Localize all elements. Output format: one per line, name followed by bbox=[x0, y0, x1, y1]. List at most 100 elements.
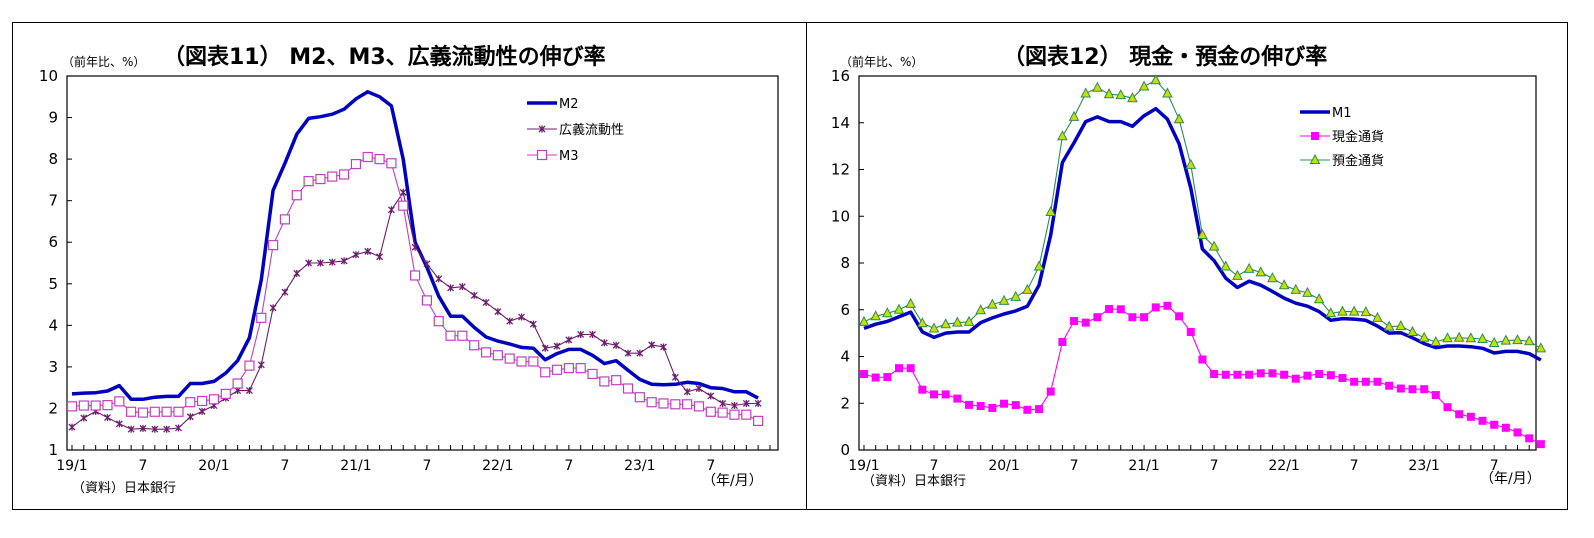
chart-12-data-point bbox=[1525, 434, 1534, 443]
chart-12-data-point bbox=[976, 402, 985, 411]
chart-12-data-point bbox=[1057, 130, 1068, 141]
chart-11-data-point bbox=[553, 342, 561, 350]
chart-12-data-point bbox=[1278, 279, 1290, 290]
chart-11-legend-label: M3 bbox=[559, 149, 579, 164]
chart-11-x-unit: （年/月） bbox=[702, 473, 763, 489]
chart-11-data-point bbox=[469, 340, 480, 351]
chart-12-data-point bbox=[1175, 312, 1184, 321]
chart-12-data-point bbox=[917, 317, 928, 328]
chart-12-data-point bbox=[1326, 371, 1335, 380]
chart-11-data-point bbox=[528, 356, 539, 367]
chart-12-data-point bbox=[1512, 334, 1523, 345]
chart-11-data-point bbox=[682, 399, 693, 410]
chart-11-y-tick-label: 7 bbox=[48, 192, 58, 210]
chart-11-data-point bbox=[139, 424, 147, 432]
chart-11-title: （図表11） M2、M3、広義流動性の伸び率 bbox=[163, 44, 606, 70]
chart-12-data-point bbox=[1431, 391, 1440, 400]
chart-12-x-tick-label: 20/1 bbox=[988, 458, 1019, 474]
chart-12-data-point bbox=[1268, 369, 1277, 378]
chart-11-data-point bbox=[386, 158, 397, 169]
chart-12-data-point bbox=[1407, 325, 1418, 336]
chart-11-data-point bbox=[257, 361, 265, 369]
chart-11-data-point bbox=[90, 400, 101, 411]
chart-11-data-point bbox=[398, 200, 409, 211]
chart-12-legend-label: M1 bbox=[1332, 106, 1352, 121]
chart-12-data-point bbox=[998, 294, 1010, 305]
chart-11-data-point bbox=[364, 247, 372, 255]
chart-11-data-point bbox=[648, 341, 656, 349]
chart-12-data-point bbox=[1011, 401, 1020, 410]
chart-11-data-point bbox=[660, 343, 667, 351]
chart-12-data-point bbox=[1513, 428, 1522, 437]
chart-11-y-unit: （前年比、%） bbox=[62, 54, 145, 69]
chart-12-data-point bbox=[1348, 305, 1360, 316]
chart-12-data-point bbox=[860, 370, 868, 379]
chart-12-data-point bbox=[1068, 110, 1080, 121]
chart-12-data-point bbox=[1337, 305, 1348, 316]
chart-11-data-point bbox=[719, 399, 727, 407]
chart-11-x-tick-label: 7 bbox=[280, 458, 289, 474]
chart-11-y-tick-label: 6 bbox=[48, 233, 58, 251]
chart-11-data-point bbox=[115, 420, 123, 428]
chart-12-data-point bbox=[1220, 260, 1232, 271]
chart-11-data-point bbox=[612, 341, 620, 349]
chart-12-data-point bbox=[1093, 313, 1102, 322]
chart-12-x-tick-label: 7 bbox=[1490, 458, 1499, 474]
chart-12-data-point bbox=[1221, 370, 1230, 379]
chart-12-legend-marker bbox=[1311, 132, 1319, 140]
chart-12-data-point bbox=[1232, 269, 1243, 280]
chart-12-x-tick-label: 22/1 bbox=[1268, 458, 1299, 474]
chart-12-y-tick-label: 10 bbox=[831, 207, 850, 225]
chart-11-data-point bbox=[707, 392, 715, 400]
chart-11-data-point bbox=[433, 316, 444, 327]
chart-11-data-point bbox=[646, 397, 657, 408]
chart-11-data-point bbox=[742, 399, 750, 407]
chart-12-data-point bbox=[1535, 342, 1547, 353]
chart-11-data-point bbox=[305, 259, 313, 267]
chart-11-data-point bbox=[328, 258, 336, 266]
chart-12-x-unit: （年/月） bbox=[1480, 471, 1541, 487]
chart-11-x-tick-label: 7 bbox=[706, 458, 715, 474]
chart-11-x-tick-label: 23/1 bbox=[624, 458, 655, 474]
chart-11-data-point bbox=[78, 400, 89, 411]
chart-11-legend-marker bbox=[536, 149, 548, 161]
chart-12-data-point bbox=[1045, 205, 1057, 217]
chart-12-data-point bbox=[1408, 385, 1417, 394]
chart-11-x-tick-label: 7 bbox=[564, 458, 573, 474]
chart-11-data-point bbox=[66, 401, 78, 412]
chart-11-data-point bbox=[457, 330, 468, 341]
chart-12-data-point bbox=[1115, 89, 1127, 100]
chart-11-data-point bbox=[175, 424, 182, 432]
chart-12-data-point bbox=[1478, 416, 1487, 425]
chart-12-y-tick-label: 2 bbox=[840, 394, 850, 412]
chart-11-data-point bbox=[303, 176, 314, 187]
chart-11-data-point bbox=[151, 425, 159, 433]
chart-12-data-point bbox=[1233, 370, 1242, 379]
chart-11-data-point bbox=[245, 387, 253, 395]
chart-11-data-point bbox=[575, 363, 586, 374]
chart-11-data-point bbox=[447, 284, 455, 292]
chart-11-data-point bbox=[127, 425, 135, 433]
chart-12-data-point bbox=[1455, 410, 1464, 419]
chart-12-data-point bbox=[1361, 377, 1370, 386]
chart-11-data-point bbox=[695, 384, 703, 392]
chart-12-data-point bbox=[1173, 113, 1185, 124]
chart-11-data-point bbox=[565, 336, 573, 344]
chart-12-data-point bbox=[1046, 387, 1055, 396]
chart-11-data-point bbox=[636, 349, 644, 357]
chart-12-x-tick-label: 21/1 bbox=[1128, 458, 1159, 474]
chart-11-data-point bbox=[494, 308, 502, 316]
chart-11-series-line bbox=[71, 191, 759, 430]
chart-11-data-point bbox=[516, 356, 527, 367]
chart-12-data-point bbox=[1501, 423, 1510, 432]
chart-12-series-line bbox=[863, 305, 1542, 445]
chart-12-data-point bbox=[1360, 306, 1372, 317]
chart-12-data-point bbox=[1373, 377, 1382, 386]
chart-11-data-point bbox=[102, 400, 113, 411]
chart-12-data-point bbox=[1022, 283, 1033, 294]
chart-11-data-point bbox=[599, 376, 610, 387]
chart-12-data-point bbox=[1138, 80, 1150, 91]
chart-12-data-point bbox=[928, 322, 940, 333]
chart-12-data-point bbox=[1243, 262, 1255, 273]
